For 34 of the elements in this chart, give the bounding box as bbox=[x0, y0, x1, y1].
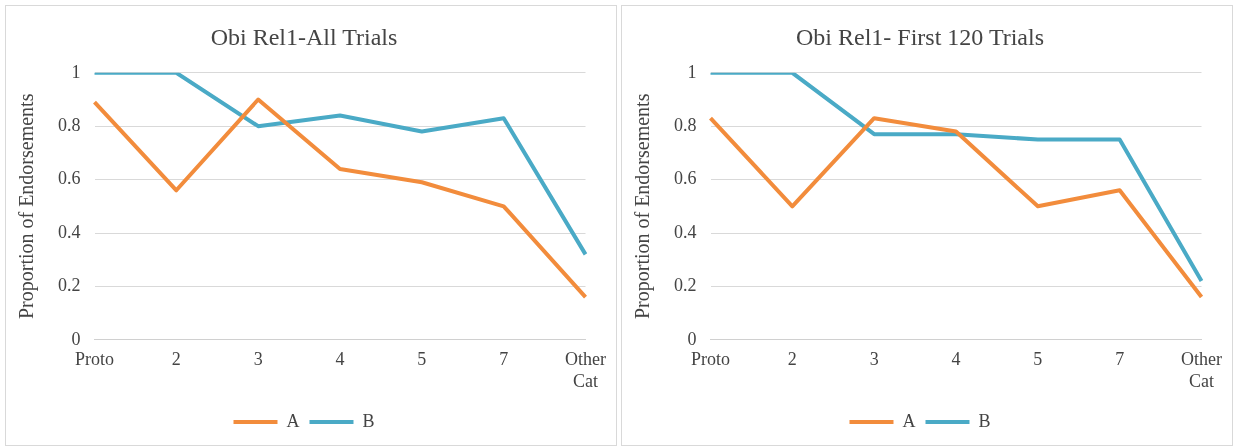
y-axis-title: Proportion of Endorsements bbox=[631, 93, 655, 320]
y-tick-label: 1 bbox=[687, 61, 697, 82]
x-tick-label: 2 bbox=[787, 349, 797, 370]
y-tick-label: 0.4 bbox=[674, 221, 697, 242]
x-tick-label: 7 bbox=[1115, 349, 1125, 370]
x-tick-label: 7 bbox=[499, 349, 509, 370]
y-tick-label: 0.4 bbox=[58, 221, 81, 242]
x-tick-label: Proto bbox=[690, 349, 731, 370]
y-tick-label: 0.6 bbox=[674, 168, 697, 189]
y-tick-label: 0.2 bbox=[674, 275, 697, 296]
legend-label: A bbox=[286, 410, 300, 431]
legend-label: B bbox=[362, 410, 375, 431]
x-tick-label: 2 bbox=[171, 349, 181, 370]
x-tick-label: 4 bbox=[951, 349, 961, 370]
y-tick-label: 0.8 bbox=[674, 114, 697, 135]
x-tick-label: 3 bbox=[869, 349, 879, 370]
chart-title: Obi Rel1- First 120 Trials bbox=[795, 23, 1045, 50]
legend-label: B bbox=[978, 410, 991, 431]
y-tick-label: 1 bbox=[71, 61, 81, 82]
x-tick-label: Other Cat bbox=[565, 349, 607, 391]
y-tick-label: 0 bbox=[71, 328, 81, 349]
y-tick-label: 0.2 bbox=[58, 275, 81, 296]
x-tick-label: 5 bbox=[417, 349, 427, 370]
x-tick-label: Proto bbox=[74, 349, 115, 370]
chart-title: Obi Rel1-All Trials bbox=[210, 23, 398, 50]
x-tick-label: Other Cat bbox=[1181, 349, 1223, 391]
x-tick-label: 4 bbox=[335, 349, 345, 370]
x-tick-label: 5 bbox=[1033, 349, 1043, 370]
y-tick-label: 0 bbox=[687, 328, 697, 349]
y-tick-label: 0.6 bbox=[58, 168, 81, 189]
x-tick-label: 3 bbox=[253, 349, 263, 370]
legend-label: A bbox=[902, 410, 916, 431]
y-axis-title: Proportion of Endorsements bbox=[15, 93, 39, 320]
y-tick-label: 0.8 bbox=[58, 114, 81, 135]
